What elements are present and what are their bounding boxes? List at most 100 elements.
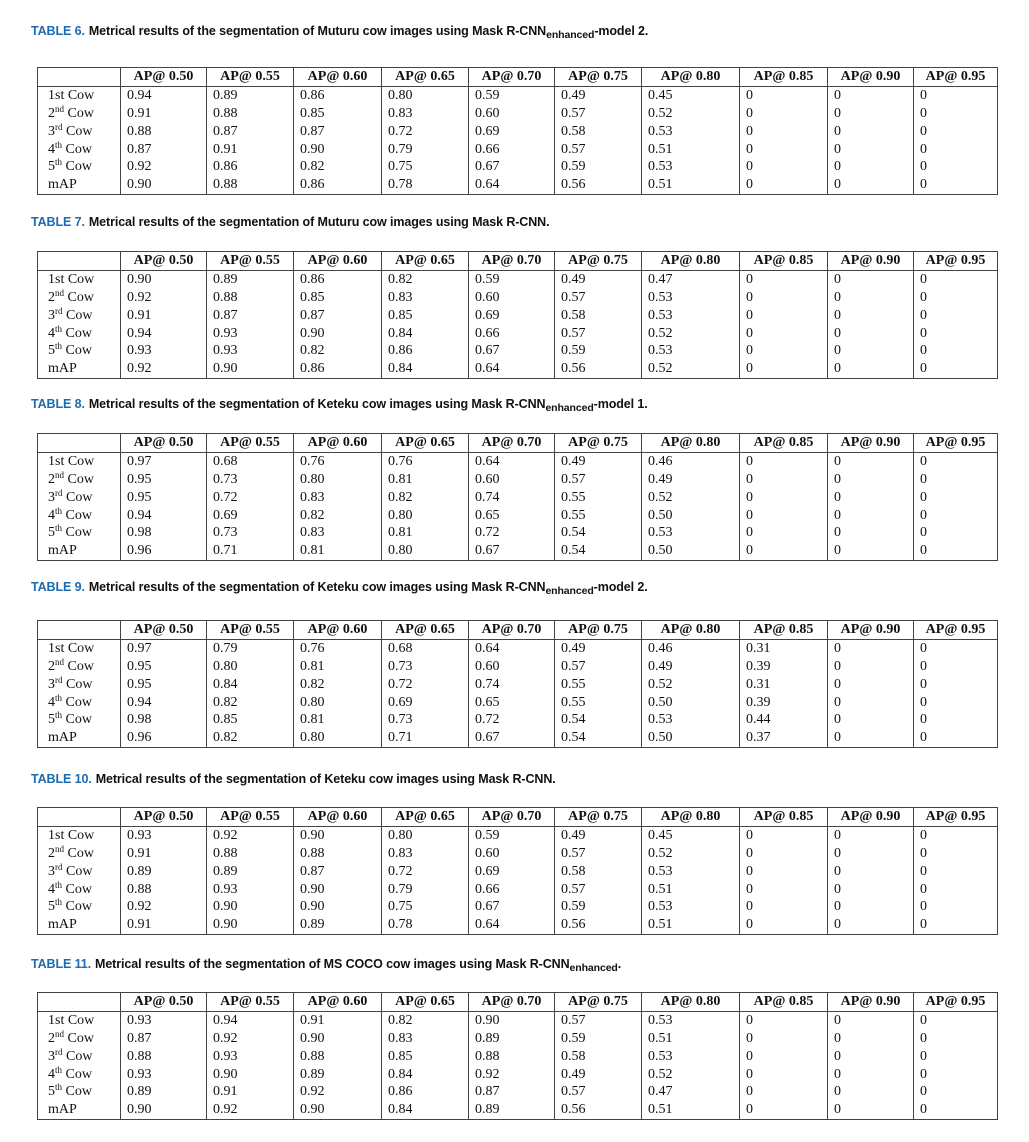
table-cell: 0.60 [468, 657, 555, 676]
table-cell: 0.86 [293, 86, 382, 105]
table-row: 2nd Cow 0.95 0.80 0.81 0.73 0.60 0.57 0.49 0.39 0… [37, 657, 998, 676]
row-label: 2nd Cow [37, 657, 121, 676]
table-cell: 0.53 [641, 1011, 740, 1030]
table-cell: 0.79 [381, 880, 469, 898]
table-cell: 0 [913, 1047, 998, 1066]
table-cell: 0.87 [468, 1082, 555, 1101]
header-row: AP@ 0.50 AP@ 0.55 AP@ 0.60 AP@ 0.65 AP@ 0.70… [37, 807, 998, 827]
table-cell: 0.45 [641, 826, 740, 845]
table-row: 3rd Cow 0.95 0.72 0.83 0.82 0.74 0.55 0.52 0 0 0 [37, 488, 998, 507]
row-label-ordinal: rd [55, 1046, 63, 1057]
row-label-main: 4 [48, 507, 55, 523]
table-cell: 0.87 [206, 306, 294, 325]
column-header: AP@ 0.95 [913, 992, 998, 1012]
row-label-main: 4 [48, 141, 55, 157]
table-row: 4th Cow 0.94 0.82 0.80 0.69 0.65 0.55 0.50 0.39 0… [37, 692, 998, 711]
table-cell: 0 [913, 844, 998, 863]
table-cell: 0.57 [554, 1082, 642, 1101]
table-cell: 0.50 [641, 728, 740, 748]
table-cell: 0.82 [206, 728, 294, 748]
table-row: mAP 0.92 0.90 0.86 0.84 0.64 0.56 0.52 0 0 0 [37, 359, 998, 379]
table-number: TABLE 10. [31, 772, 92, 786]
table-cell: 0.52 [641, 324, 740, 342]
table-row: 2nd Cow 0.91 0.88 0.88 0.83 0.60 0.57 0.52 0 0 0 [37, 844, 998, 863]
table-cell: 0.57 [554, 1011, 642, 1030]
table-cell: 0 [913, 288, 998, 307]
table-cell: 0 [913, 675, 998, 694]
table-row: 5th Cow 0.98 0.73 0.83 0.81 0.72 0.54 0.53 0 0 0 [37, 523, 998, 542]
table-cell: 0.92 [293, 1082, 382, 1101]
row-label-main: 4 [48, 1066, 55, 1082]
table-cell: 0 [739, 452, 828, 471]
table-cell: 0.91 [120, 306, 207, 325]
table-cell: 0.88 [206, 844, 294, 863]
table-cell: 0.65 [468, 506, 555, 524]
table-cell: 0 [913, 880, 998, 898]
table-cell: 0.81 [381, 470, 469, 489]
table-cell: 0.67 [468, 897, 555, 916]
row-label: 3rd Cow [37, 1046, 121, 1066]
row-label: 2nd Cow [37, 288, 121, 307]
row-label-main: 5 [48, 712, 55, 728]
row-label-suffix: Cow [62, 694, 92, 710]
caption-end: -model 2. [594, 24, 649, 38]
table-cell: 0.87 [293, 862, 382, 881]
table-cell: 0 [739, 1100, 828, 1120]
table-cell: 0.79 [206, 639, 294, 658]
row-label-ordinal: th [55, 1082, 63, 1093]
table-cell: 0 [827, 880, 914, 898]
table-cell: 0 [739, 862, 828, 881]
table-cell: 0 [827, 470, 914, 489]
column-header: AP@ 0.50 [120, 67, 207, 87]
column-header: AP@ 0.90 [827, 251, 914, 271]
table-cell: 0.88 [206, 104, 294, 123]
table-cell: 0.83 [381, 288, 469, 307]
row-label-main: 3 [48, 863, 55, 879]
row-label: 5th Cow [37, 158, 121, 176]
table-cell: 0 [913, 506, 998, 524]
column-header: AP@ 0.65 [381, 992, 469, 1012]
column-header: AP@ 0.75 [554, 251, 642, 271]
table-cell: 0.91 [293, 1011, 382, 1030]
table-cell: 0.54 [554, 523, 642, 542]
table-cell: 0.86 [381, 1082, 469, 1101]
table-cell: 0.82 [381, 1011, 469, 1030]
table-cell: 0.87 [120, 1029, 207, 1048]
table-cell: 0.51 [641, 140, 740, 158]
table-cell: 0 [913, 710, 998, 729]
column-header: AP@ 0.70 [468, 433, 555, 453]
row-label-ordinal: th [55, 523, 63, 534]
table-cell: 0 [739, 488, 828, 507]
row-label-suffix: Cow [64, 88, 95, 104]
row-label: mAP [37, 728, 121, 748]
row-label: mAP [37, 915, 121, 935]
table-cell: 0.73 [206, 523, 294, 542]
row-label-ordinal: th [55, 692, 63, 703]
table-cell: 0.80 [381, 826, 469, 845]
table-row: 1st Cow 0.94 0.89 0.86 0.80 0.59 0.49 0.45 0 0 0 [37, 86, 998, 105]
row-label: 5th Cow [37, 1082, 121, 1101]
table-row: 5th Cow 0.92 0.90 0.90 0.75 0.67 0.59 0.53 0 0 0 [37, 897, 998, 916]
table-cell: 0.73 [381, 710, 469, 729]
caption-text: Metrical results of the segmentation of … [95, 772, 556, 786]
table-cell: 0 [739, 157, 828, 176]
table-cell: 0.71 [206, 541, 294, 561]
column-header [37, 251, 121, 271]
table-cell: 0 [827, 104, 914, 123]
table-cell: 0.90 [293, 880, 382, 898]
table-cell: 0.67 [468, 341, 555, 360]
table-cell: 0.49 [641, 657, 740, 676]
table-cell: 0.47 [641, 270, 740, 289]
table-cell: 0.53 [641, 341, 740, 360]
table-cell: 0.93 [206, 880, 294, 898]
table-row: 1st Cow 0.93 0.94 0.91 0.82 0.90 0.57 0.53 0 0 0 [37, 1011, 998, 1030]
table-cell: 0.47 [641, 1082, 740, 1101]
table-cell: 0.88 [293, 844, 382, 863]
table-cell: 0.60 [468, 104, 555, 123]
table-cell: 0.94 [206, 1011, 294, 1030]
table-cell: 0.51 [641, 175, 740, 195]
row-label-ordinal: th [55, 139, 63, 150]
row-label-ordinal: nd [55, 1028, 64, 1039]
table-cell: 0 [913, 1011, 998, 1030]
column-header: AP@ 0.60 [293, 992, 382, 1012]
